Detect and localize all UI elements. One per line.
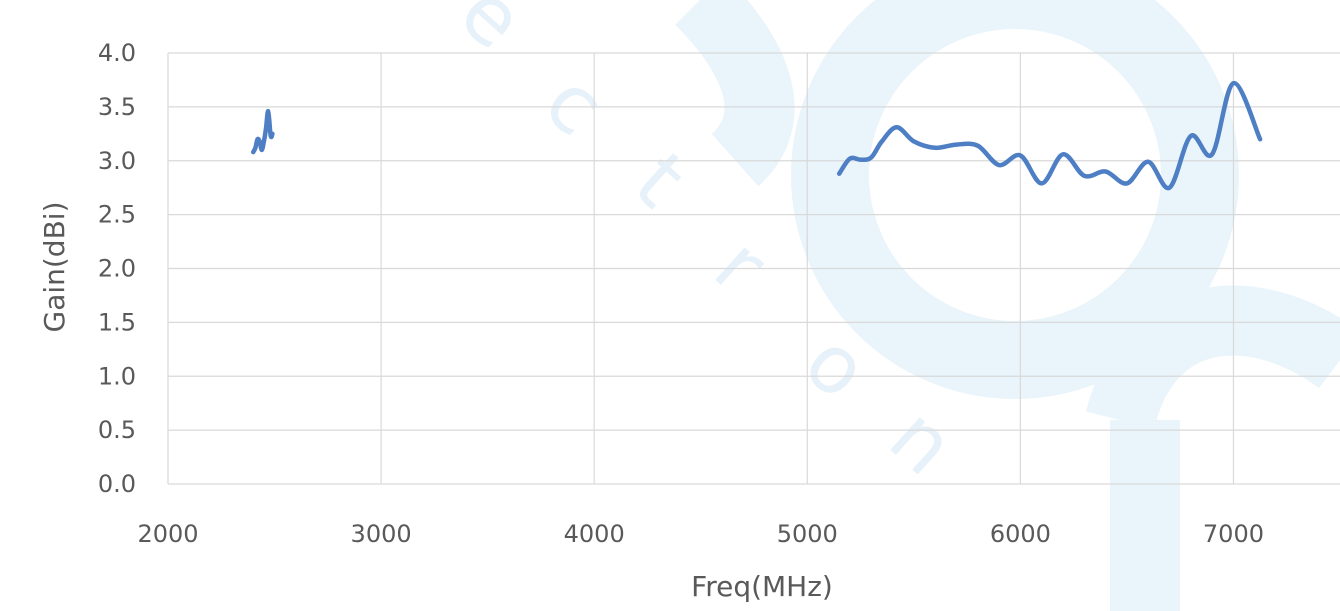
watermark-letter: c [527, 55, 622, 154]
x-tick-label: 2000 [137, 520, 198, 548]
x-tick-label: 4000 [564, 520, 625, 548]
y-tick-label: 2.5 [98, 201, 136, 229]
watermark-letter: t [617, 135, 703, 225]
y-tick-label: 0.5 [98, 416, 136, 444]
y-tick-label: 1.0 [98, 362, 136, 390]
x-tick-label: 3000 [351, 520, 412, 548]
x-tick-label: 6000 [990, 520, 1051, 548]
y-tick-label: 2.0 [98, 255, 136, 283]
y-tick-label: 3.5 [98, 93, 136, 121]
y-tick-label: 4.0 [98, 39, 136, 67]
gain-line-5-7ghz [836, 80, 1263, 191]
y-tick-label: 1.5 [98, 308, 136, 336]
x-axis-title: Freq(MHz) [691, 570, 833, 603]
y-tick-label: 0.0 [98, 470, 136, 498]
watermark-letter: n [872, 390, 972, 493]
gain-line-2-4ghz [250, 108, 275, 155]
watermark-letter: e [442, 0, 541, 67]
watermark-letter: r [697, 220, 784, 311]
y-axis-title: Gain(dBi) [38, 202, 71, 333]
y-tick-label: 3.0 [98, 147, 136, 175]
x-tick-label: 5000 [777, 520, 838, 548]
x-tick-label: 7000 [1203, 520, 1264, 548]
